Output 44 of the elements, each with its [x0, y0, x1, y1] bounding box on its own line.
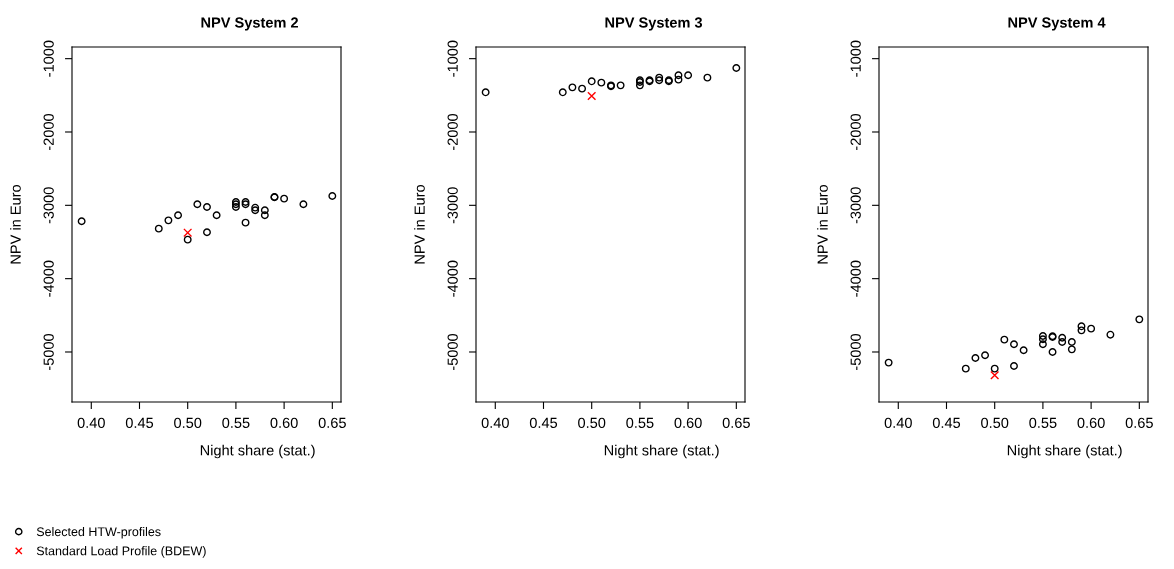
y-axis-title: NPV in Euro [10, 184, 21, 264]
y-tick-label: -3000 [447, 187, 458, 224]
x-tick-label: 0.65 [722, 417, 750, 428]
y-tick-label: -4000 [447, 260, 458, 297]
x-tick-label: 0.40 [481, 417, 509, 428]
x-tick-label: 0.45 [529, 417, 558, 428]
legend-label: Standard Load Profile (BDEW) [36, 546, 206, 558]
x-tick-label: 0.45 [932, 417, 961, 428]
x-tick-label: 0.55 [222, 417, 250, 428]
x-tick-label: 0.50 [174, 417, 202, 428]
y-tick-label: -3000 [43, 187, 54, 224]
x-tick-label: 0.60 [674, 417, 702, 428]
y-axis-title: NPV in Euro [817, 184, 828, 264]
y-tick-label: -3000 [850, 187, 861, 224]
x-tick-label: 0.55 [1029, 417, 1057, 428]
x-tick-label: 0.60 [1077, 417, 1105, 428]
y-tick-label: -2000 [43, 113, 54, 150]
y-tick-label: -5000 [850, 333, 861, 370]
y-tick-label: -5000 [447, 333, 458, 370]
y-tick-label: -1000 [447, 40, 458, 77]
chart-title: NPV System 4 [1008, 17, 1106, 31]
x-tick-label: 0.65 [1125, 417, 1153, 428]
y-tick-label: -4000 [850, 260, 861, 297]
x-tick-label: 0.65 [318, 417, 346, 428]
y-tick-label: -4000 [43, 260, 54, 297]
y-tick-label: -1000 [43, 40, 54, 77]
chart-title: NPV System 3 [605, 17, 703, 31]
y-axis-title: NPV in Euro [414, 184, 425, 264]
x-axis-title: Night share (stat.) [604, 444, 719, 459]
x-tick-label: 0.55 [626, 417, 654, 428]
x-tick-label: 0.60 [270, 417, 298, 428]
chart-title: NPV System 2 [201, 17, 298, 31]
x-axis-title: Night share (stat.) [1007, 444, 1122, 459]
x-tick-label: 0.45 [125, 417, 154, 428]
y-tick-label: -1000 [850, 40, 861, 77]
x-tick-label: 0.50 [578, 417, 606, 428]
y-tick-label: -2000 [447, 113, 458, 150]
x-axis-title: Night share (stat.) [200, 444, 315, 459]
legend-label: Selected HTW-profiles [36, 526, 161, 539]
x-tick-label: 0.40 [77, 417, 105, 428]
x-tick-label: 0.50 [981, 417, 1009, 428]
x-tick-label: 0.40 [884, 417, 912, 428]
y-tick-label: -2000 [850, 113, 861, 150]
y-tick-label: -5000 [43, 333, 54, 370]
